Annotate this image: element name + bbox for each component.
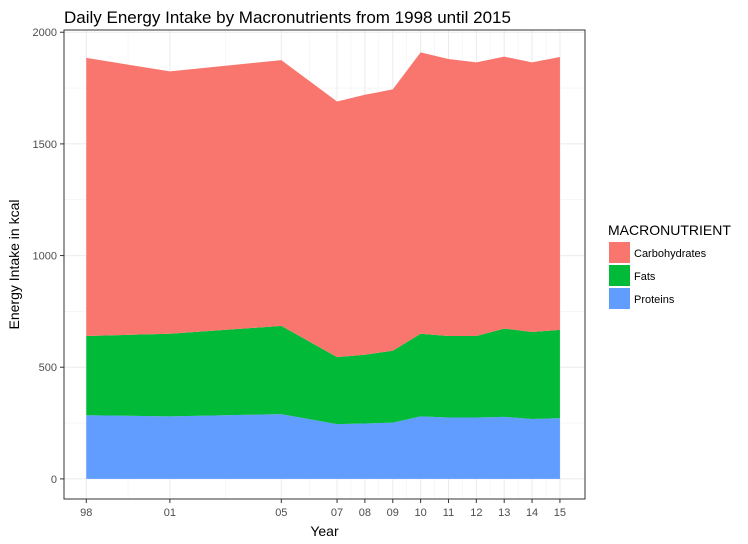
x-tick-label: 10 — [414, 507, 426, 519]
x-tick-label: 09 — [387, 507, 399, 519]
plot-panel — [63, 29, 586, 500]
area-layer — [86, 52, 560, 479]
x-tick-label: 15 — [554, 507, 566, 519]
y-tick-label: 0 — [51, 474, 57, 486]
legend-key-proteins — [609, 288, 630, 309]
x-axis-title: Year — [310, 523, 339, 539]
y-tick-label: 1500 — [33, 139, 57, 151]
x-tick-label: 01 — [164, 507, 176, 519]
y-tick-label: 2000 — [33, 27, 57, 39]
y-axis-title: Energy Intake in kcal — [6, 200, 22, 330]
legend-label-proteins: Proteins — [634, 294, 675, 306]
y-tick-label: 500 — [39, 362, 57, 374]
area-proteins — [86, 414, 560, 479]
x-tick-label: 98 — [80, 507, 92, 519]
x-tick-label: 12 — [470, 507, 482, 519]
legend-title: MACRONUTRIENT — [608, 222, 731, 238]
chart-title: Daily Energy Intake by Macronutrients fr… — [64, 8, 511, 27]
legend-label-fats: Fats — [634, 271, 656, 283]
legend-label-carbohydrates: Carbohydrates — [634, 248, 707, 260]
x-tick-label: 14 — [526, 507, 538, 519]
x-tick-label: 08 — [359, 507, 371, 519]
x-tick-label: 11 — [443, 507, 454, 519]
legend-key-carbohydrates — [609, 242, 630, 263]
area-carbohydrates — [86, 52, 560, 358]
x-tick-label: 13 — [498, 507, 510, 519]
axes: 0 500 1000 1500 2000 98 01 05 07 08 09 10 11 12 13 14 15 — [33, 27, 567, 519]
legend-key-fats — [609, 265, 630, 286]
x-tick-label: 05 — [275, 507, 287, 519]
x-tick-label: 07 — [331, 507, 343, 519]
legend-items: Carbohydrates Fats Proteins — [609, 242, 707, 309]
y-tick-label: 1000 — [33, 251, 57, 263]
area-fats — [86, 325, 560, 425]
legend: MACRONUTRIENT Carbohydrates Fats Proteins — [608, 222, 731, 309]
panel-border — [63, 29, 586, 500]
